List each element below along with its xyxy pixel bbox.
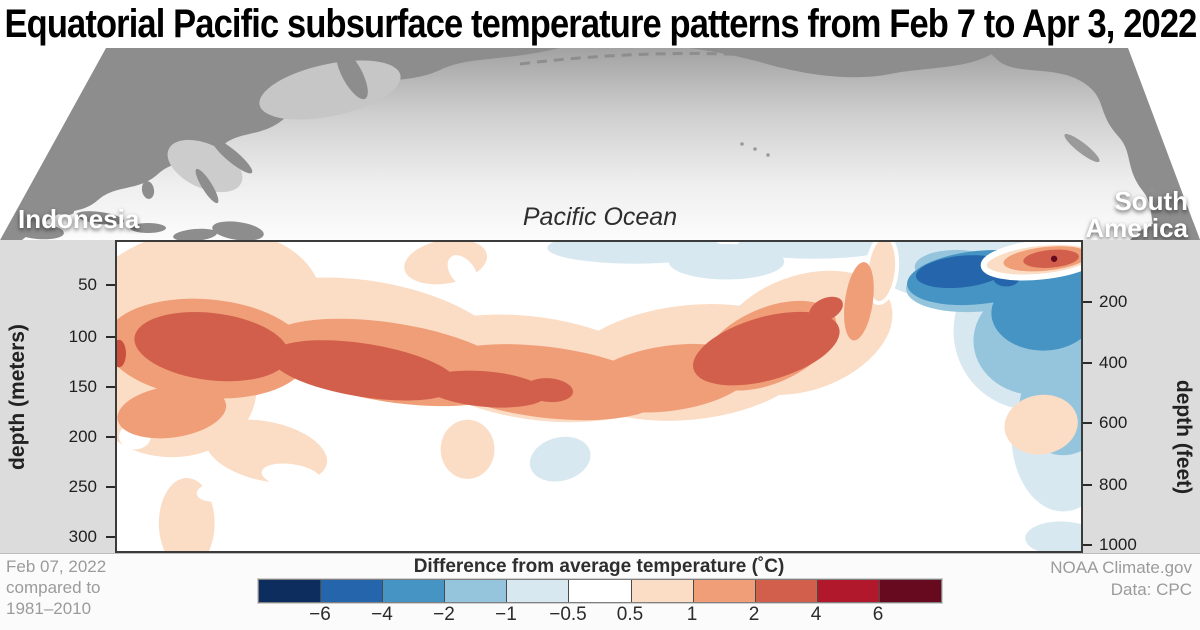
meters-tick: 300 bbox=[68, 527, 97, 546]
temperature-contour-plot bbox=[115, 240, 1083, 553]
map-label-south-america: South America bbox=[1085, 186, 1188, 241]
feet-tick: 400 bbox=[1099, 353, 1128, 372]
meters-tick-mark bbox=[106, 536, 115, 538]
credits: NOAA Climate.gov Data: CPC bbox=[1050, 557, 1192, 601]
land-kamchatka bbox=[336, 48, 368, 100]
colorbar-tick: −4 bbox=[371, 604, 393, 625]
feet-tick: 800 bbox=[1099, 475, 1128, 494]
coastal-warm-blob bbox=[980, 242, 1081, 281]
colorbar-tick: 2 bbox=[748, 604, 760, 625]
colorbar-tick-labels: −6 −4 −2 −1 −0.5 0.5 1 2 4 6 bbox=[258, 604, 940, 628]
sea-okhotsk bbox=[259, 60, 401, 120]
map-graphic bbox=[0, 48, 1200, 240]
colorbar-swatch bbox=[631, 580, 694, 602]
colorbar-swatch bbox=[445, 580, 508, 602]
meters-tick-mark bbox=[106, 386, 115, 388]
meters-tick-mark bbox=[106, 436, 115, 438]
map-label-america: America bbox=[1085, 213, 1188, 241]
left-axis-panel: depth (meters) 50 100 150 200 250 300 bbox=[0, 240, 115, 553]
colorbar-tick: −6 bbox=[309, 604, 331, 625]
map-label-indonesia: Indonesia bbox=[18, 204, 140, 234]
land-south-america bbox=[1130, 218, 1200, 240]
meters-tick: 200 bbox=[68, 427, 97, 446]
feet-tick-mark bbox=[1083, 422, 1092, 424]
colorbar-swatch bbox=[755, 580, 818, 602]
credit-source: NOAA Climate.gov bbox=[1050, 558, 1192, 577]
figure-title: Equatorial Pacific subsurface temperatur… bbox=[4, 1, 1197, 46]
feet-tick-mark bbox=[1083, 484, 1092, 486]
land-baja bbox=[1064, 133, 1100, 163]
credit-data: Data: CPC bbox=[1110, 580, 1192, 599]
caption-compared: compared to bbox=[6, 578, 101, 597]
map-label-south: South bbox=[1114, 186, 1188, 216]
date-caption: Feb 07, 2022 compared to 1981–2010 bbox=[6, 556, 106, 619]
cross-section: depth (meters) 50 100 150 200 250 300 bbox=[0, 240, 1200, 554]
feet-tick-mark bbox=[1083, 544, 1092, 546]
colorbar-tick: 1 bbox=[686, 604, 698, 625]
caribbean-island bbox=[1164, 197, 1170, 203]
aleutian-islands bbox=[519, 51, 871, 68]
meters-tick-mark bbox=[106, 336, 115, 338]
colorbar-tick: −2 bbox=[433, 604, 455, 625]
meters-tick: 100 bbox=[68, 327, 97, 346]
colorbar-swatch bbox=[569, 580, 632, 602]
colorbar-tick: −0.5 bbox=[549, 604, 587, 625]
colorbar-swatch bbox=[259, 580, 322, 602]
feet-tick: 200 bbox=[1099, 292, 1128, 311]
pacific-map: Indonesia Pacific Ocean South America bbox=[0, 48, 1200, 240]
map-label-pacific-ocean: Pacific Ocean bbox=[522, 203, 678, 231]
meters-tick-mark bbox=[106, 284, 115, 286]
land-japan-south bbox=[195, 168, 219, 204]
land-japan-north bbox=[211, 138, 253, 174]
colorbar-tick: 4 bbox=[810, 604, 822, 625]
feet-tick-mark bbox=[1083, 301, 1092, 303]
meters-tick-mark bbox=[106, 486, 115, 488]
hawaii-islands bbox=[740, 142, 770, 157]
land-alaska bbox=[690, 48, 1000, 78]
colorbar-swatch bbox=[383, 580, 446, 602]
contour-graphic bbox=[117, 242, 1081, 551]
warm-anomaly-region bbox=[117, 242, 1078, 551]
land-indonesia bbox=[12, 154, 264, 240]
title-bar: Equatorial Pacific subsurface temperatur… bbox=[0, 0, 1200, 48]
colorbar bbox=[258, 579, 942, 603]
land-asia bbox=[0, 48, 560, 240]
caption-baseline: 1981–2010 bbox=[6, 599, 92, 618]
caribbean-island bbox=[1149, 187, 1155, 193]
left-axis-title: depth (meters) bbox=[6, 324, 29, 470]
meters-tick: 250 bbox=[68, 477, 97, 496]
footer: Feb 07, 2022 compared to 1981–2010 Diffe… bbox=[0, 553, 1200, 630]
colorbar-tick: 6 bbox=[872, 604, 884, 625]
right-axis-title: depth (feet) bbox=[1172, 379, 1195, 495]
meters-tick: 150 bbox=[68, 377, 97, 396]
feet-tick: 1000 bbox=[1099, 535, 1137, 554]
caribbean-island bbox=[1177, 205, 1183, 211]
colorbar-swatch bbox=[507, 580, 570, 602]
meters-tick: 50 bbox=[78, 275, 97, 294]
colorbar-swatch bbox=[817, 580, 880, 602]
feet-tick: 600 bbox=[1099, 413, 1128, 432]
colorbar-swatch bbox=[879, 580, 942, 602]
colorbar-tick: −1 bbox=[495, 604, 517, 625]
colorbar-swatch bbox=[693, 580, 756, 602]
colorbar-tick: 0.5 bbox=[616, 604, 644, 625]
feet-tick-mark bbox=[1083, 362, 1092, 364]
caption-date: Feb 07, 2022 bbox=[6, 557, 107, 576]
colorbar-swatch bbox=[321, 580, 384, 602]
right-axis-panel: depth (feet) 200 400 600 800 1000 bbox=[1083, 240, 1200, 554]
colorbar-title: Difference from average temperature (˚C) bbox=[413, 556, 785, 577]
